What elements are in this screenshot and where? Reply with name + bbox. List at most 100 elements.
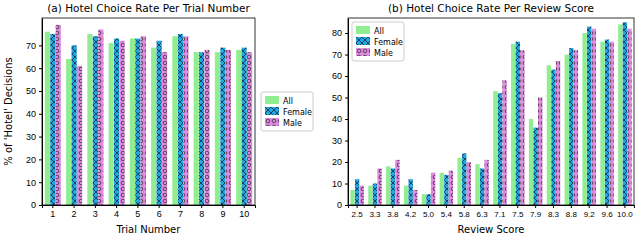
x-tick-mark xyxy=(159,205,160,208)
x-tick: 10 xyxy=(239,205,249,219)
bar xyxy=(582,33,586,205)
x-tick-label: 7.9 xyxy=(530,210,542,219)
bar xyxy=(600,42,604,205)
bar xyxy=(502,80,506,205)
y-tick-mark xyxy=(39,45,42,46)
x-tick-label: 6.3 xyxy=(477,210,489,219)
bar xyxy=(498,93,502,205)
bar xyxy=(109,43,114,205)
x-tick-mark xyxy=(222,205,223,208)
legend-label: Male xyxy=(374,49,393,58)
y-tick: 60 xyxy=(26,64,42,74)
legend-swatch xyxy=(265,118,279,126)
bar xyxy=(404,186,408,205)
legend-label: All xyxy=(374,27,384,36)
x-tick-mark xyxy=(535,205,536,208)
x-tick: 8 xyxy=(199,205,204,219)
x-tick-mark xyxy=(374,205,375,208)
x-tick-label: 6 xyxy=(157,209,162,219)
bar xyxy=(360,186,364,205)
y-tick: 0 xyxy=(31,200,42,210)
y-tick-mark xyxy=(345,162,348,163)
bar xyxy=(247,52,252,205)
bar xyxy=(538,98,542,205)
y-tick: 70 xyxy=(332,50,348,60)
x-tick-label: 2 xyxy=(72,209,77,219)
bar xyxy=(391,168,395,205)
bar xyxy=(449,171,453,205)
x-tick-mark xyxy=(244,205,245,208)
x-tick-label: 7.1 xyxy=(494,210,506,219)
x-tick: 4.2 xyxy=(405,205,417,219)
bar xyxy=(516,42,520,205)
x-tick: 9.6 xyxy=(601,205,613,219)
y-tick-mark xyxy=(345,33,348,34)
x-tick: 6.3 xyxy=(477,205,489,219)
x-axis-line xyxy=(349,206,635,209)
y-tick-label: 70 xyxy=(332,50,342,60)
bar xyxy=(480,168,484,205)
x-tick-label: 3.8 xyxy=(387,210,399,219)
y-tick-label: 60 xyxy=(26,64,36,74)
y-tick: 50 xyxy=(26,86,42,96)
y-tick: 20 xyxy=(26,155,42,165)
legend-label: All xyxy=(283,97,293,106)
x-tick-mark xyxy=(74,205,75,208)
x-tick-mark xyxy=(607,205,608,208)
y-tick-mark xyxy=(345,141,348,142)
bar xyxy=(226,50,231,205)
x-tick-label: 9.6 xyxy=(601,210,613,219)
y-tick-mark xyxy=(39,159,42,160)
bar xyxy=(215,52,220,205)
y-tick-mark xyxy=(39,91,42,92)
y-axis-line xyxy=(42,19,43,206)
series xyxy=(56,25,252,205)
bar xyxy=(194,52,199,205)
bar xyxy=(609,42,613,205)
y-axis-line xyxy=(348,19,349,206)
bar xyxy=(413,190,417,205)
y-tick-label: 20 xyxy=(26,155,36,165)
bar xyxy=(440,173,444,205)
y-tick-mark xyxy=(39,137,42,138)
bar xyxy=(355,179,359,205)
y-tick-label: 70 xyxy=(26,41,36,51)
bar xyxy=(368,186,372,205)
chart: 2.53.33.84.25.05.45.86.37.17.57.98.38.89… xyxy=(332,2,635,235)
x-tick: 7 xyxy=(178,205,183,219)
x-tick: 5.0 xyxy=(423,205,435,219)
x-tick: 3.3 xyxy=(369,205,381,219)
x-tick-label: 9.2 xyxy=(584,210,596,219)
plot-area xyxy=(45,25,252,205)
bar xyxy=(114,39,119,205)
y-tick-mark xyxy=(345,119,348,120)
y-tick-label: 60 xyxy=(332,71,342,81)
bar xyxy=(141,36,146,205)
x-label: Trial Number xyxy=(116,224,182,235)
bar xyxy=(386,166,390,205)
x-tick-mark xyxy=(180,205,181,208)
x-tick-mark xyxy=(571,205,572,208)
x-tick: 5 xyxy=(135,205,140,219)
x-tick-mark xyxy=(517,205,518,208)
y-tick: 10 xyxy=(26,178,42,188)
bar xyxy=(98,29,103,205)
bar xyxy=(569,48,573,205)
bar xyxy=(484,160,488,205)
y-tick-label: 30 xyxy=(26,132,36,142)
legend: AllFemaleMale xyxy=(261,92,313,131)
x-tick: 7.1 xyxy=(494,205,506,219)
y-tick: 30 xyxy=(26,132,42,142)
chart: 12345678910010203040506070(a) Hotel Choi… xyxy=(3,2,313,235)
x-tick-label: 8.3 xyxy=(548,210,560,219)
bar xyxy=(457,158,461,205)
x-tick: 3.8 xyxy=(387,205,399,219)
y-tick-mark xyxy=(39,114,42,115)
bar xyxy=(72,45,77,205)
x-tick-mark xyxy=(589,205,590,208)
x-tick-mark xyxy=(553,205,554,208)
y-tick-label: 30 xyxy=(332,136,342,146)
legend: AllFemaleMale xyxy=(352,22,404,61)
y-tick-label: 80 xyxy=(332,28,342,38)
x-tick-label: 3.3 xyxy=(369,210,381,219)
